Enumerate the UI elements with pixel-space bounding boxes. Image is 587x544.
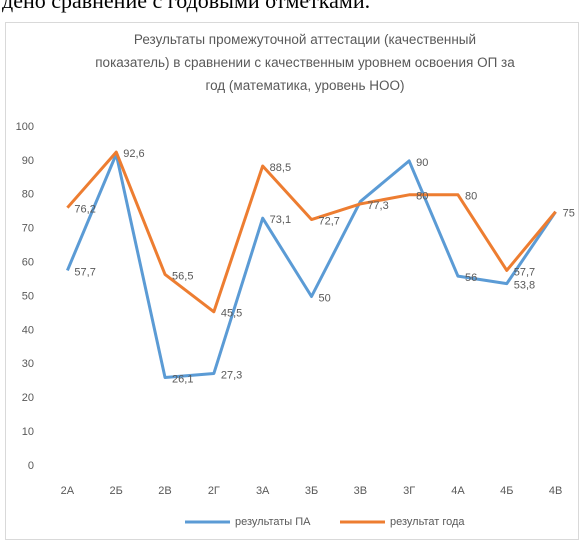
line-series [66,152,557,380]
y-tick-label: 50 [22,290,34,302]
data-label: 56,5 [172,270,193,282]
data-label: 76,2 [74,204,95,216]
y-tick-label: 30 [22,358,34,370]
data-label: 57,7 [74,266,95,278]
y-tick-label: 70 [22,223,34,235]
data-label: 26,1 [172,373,193,385]
x-tick-label: 3Г [403,485,415,497]
x-tick-label: 4А [451,485,465,497]
x-tick-label: 2В [158,485,171,497]
data-label: 72,7 [319,215,340,227]
data-label: 56 [465,272,477,284]
x-tick-label: 3Б [305,485,318,497]
data-label: 50 [319,292,331,304]
data-label: 92,6 [123,148,144,160]
legend-label: результаты ПА [235,516,311,528]
data-label: 80 [465,191,477,203]
data-label: 73,1 [270,214,291,226]
data-label: 57,7 [514,266,535,278]
x-tick-label: 3В [354,485,367,497]
legend-label: результат года [390,516,465,528]
chart-title: Результаты промежуточной аттестации (кач… [95,32,515,93]
data-label: 27,3 [221,369,242,381]
x-tick-label: 2Г [208,485,220,497]
data-label: 45,5 [221,308,242,320]
x-tick-label: 4Б [500,485,513,497]
y-tick-label: 20 [22,392,34,404]
data-label: 53,8 [514,280,535,292]
x-tick-label: 2Б [110,485,123,497]
y-tick-label: 60 [22,257,34,269]
y-tick-label: 0 [28,460,34,472]
x-tick-label: 3А [256,485,270,497]
data-label: 75 [563,208,575,220]
y-tick-label: 100 [16,121,34,133]
y-tick-label: 40 [22,324,34,336]
x-tick-label: 4В [549,485,562,497]
chart-frame [5,22,579,540]
line-series [66,150,557,314]
y-tick-label: 10 [22,426,34,438]
document-text: дено сравнение с годовыми отметками. [2,0,371,13]
data-label: 77,3 [367,200,388,212]
data-label: 88,5 [270,162,291,174]
data-label: 90 [416,157,428,169]
y-tick-label: 90 [22,155,34,167]
x-tick-label: 2А [61,485,75,497]
y-tick-label: 80 [22,189,34,201]
data-label: 80 [416,191,428,203]
